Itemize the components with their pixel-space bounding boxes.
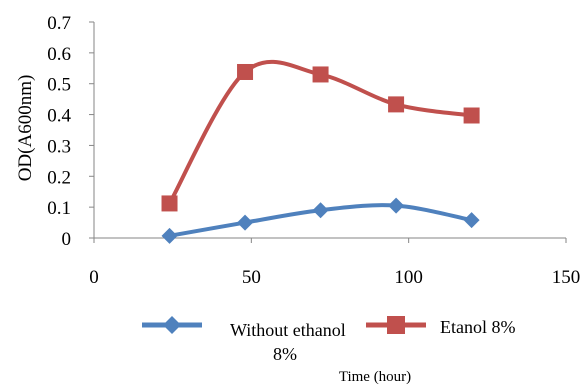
y-tick-label: 0 xyxy=(62,229,72,250)
y-tick-label: 0.4 xyxy=(47,106,71,127)
series-etanol xyxy=(161,60,480,212)
series-layer xyxy=(161,60,480,244)
y-axis-label: OD(A600nm) xyxy=(15,75,36,182)
y-tick-label: 0.7 xyxy=(47,13,71,34)
x-axis-label: Time (hour) xyxy=(339,369,411,385)
x-tick-label: 150 xyxy=(552,267,581,288)
data-point-diamond xyxy=(237,214,254,231)
legend-label-without-ethanol: Without ethanol xyxy=(230,320,346,340)
data-point-square xyxy=(237,63,254,80)
x-tick-label: 0 xyxy=(89,267,99,288)
y-axis-ticks: 0 0.1 0.2 0.3 0.4 0.5 0.6 0.7 xyxy=(47,13,94,250)
y-tick-label: 0.5 xyxy=(47,75,71,96)
y-tick-label: 0.1 xyxy=(47,198,71,219)
series-without-ethanol xyxy=(161,197,480,244)
legend-marker-diamond xyxy=(163,316,181,334)
y-tick-label: 0.2 xyxy=(47,167,71,188)
legend-marker-square xyxy=(387,316,405,334)
series-line xyxy=(167,60,472,205)
data-point-square xyxy=(388,96,405,113)
x-axis-ticks: 0 50 100 150 xyxy=(89,238,580,288)
x-tick-label: 50 xyxy=(242,267,261,288)
legend-label-etanol: Etanol 8% xyxy=(440,317,515,337)
legend-item-without-ethanol: Without ethanol 8% xyxy=(142,316,346,364)
data-point-diamond xyxy=(463,212,480,229)
legend-item-etanol: Etanol 8% xyxy=(366,316,515,337)
legend-label-without-ethanol-line2: 8% xyxy=(273,344,297,364)
data-point-diamond xyxy=(312,202,329,219)
y-tick-label: 0.3 xyxy=(47,136,71,157)
data-point-diamond xyxy=(161,227,178,244)
data-point-square xyxy=(312,66,329,83)
x-tick-label: 100 xyxy=(394,267,423,288)
y-tick-label: 0.6 xyxy=(47,44,71,65)
data-point-diamond xyxy=(388,197,405,214)
data-point-square xyxy=(463,107,480,124)
legend: Without ethanol 8% Etanol 8% xyxy=(142,316,515,364)
data-point-square xyxy=(161,195,178,212)
